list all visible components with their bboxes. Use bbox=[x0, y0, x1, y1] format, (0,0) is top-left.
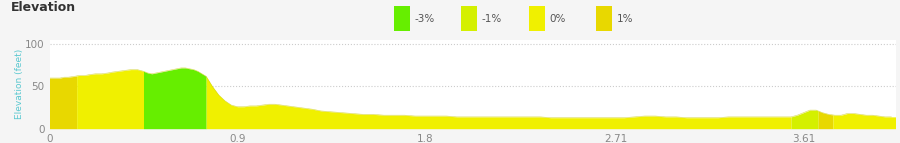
Text: -1%: -1% bbox=[482, 14, 502, 24]
Text: 1%: 1% bbox=[617, 14, 634, 24]
Text: 0%: 0% bbox=[549, 14, 566, 24]
Y-axis label: Elevation (feet): Elevation (feet) bbox=[14, 49, 23, 120]
Text: -3%: -3% bbox=[415, 14, 435, 24]
Text: Elevation: Elevation bbox=[11, 1, 76, 14]
